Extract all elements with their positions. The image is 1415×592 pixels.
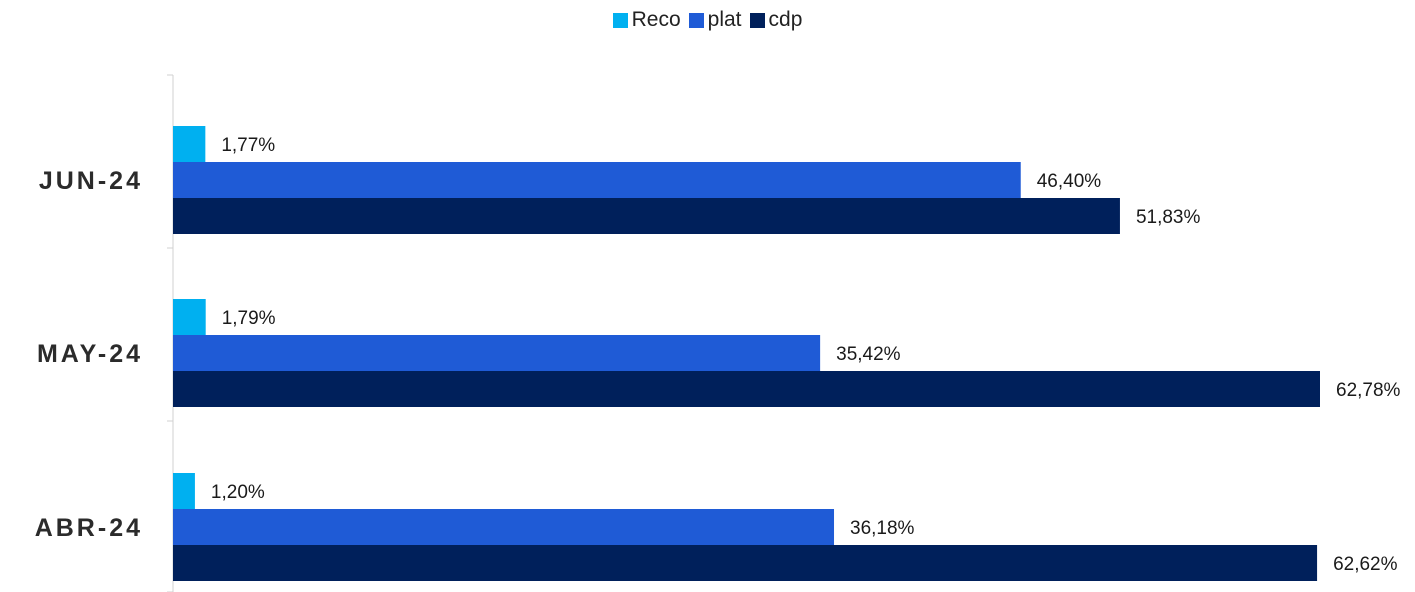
data-label: 46,40%	[1037, 171, 1102, 192]
bar-reco	[173, 126, 206, 162]
category-label: ABR-24	[35, 514, 143, 542]
legend-label-cdp: cdp	[768, 8, 803, 31]
legend-item-cdp: cdp	[749, 8, 803, 32]
bar-plat	[173, 509, 835, 545]
chart-legend: Reco plat cdp	[0, 8, 1415, 32]
bar-plat	[173, 335, 821, 371]
data-label: 1,77%	[221, 135, 275, 156]
category-label: JUN-24	[39, 167, 143, 195]
data-label: 1,20%	[211, 482, 265, 503]
data-label: 36,18%	[850, 518, 915, 539]
legend-swatch-plat	[688, 12, 704, 28]
legend-item-reco: Reco	[612, 8, 681, 32]
legend-swatch-reco	[612, 12, 628, 28]
data-label: 35,42%	[836, 344, 901, 365]
bar-cdp	[173, 198, 1120, 234]
legend-swatch-cdp	[749, 12, 765, 28]
bar-cdp	[173, 545, 1318, 581]
legend-item-plat: plat	[688, 8, 742, 32]
category-label: MAY-24	[37, 340, 143, 368]
bar-reco	[173, 473, 195, 509]
bar-plat	[173, 162, 1021, 198]
data-label: 51,83%	[1136, 207, 1201, 228]
data-label: 1,79%	[222, 308, 276, 329]
data-label: 62,62%	[1333, 554, 1398, 575]
bar-cdp	[173, 371, 1320, 407]
bar-reco	[173, 299, 206, 335]
data-label: 62,78%	[1336, 380, 1401, 401]
legend-label-plat: plat	[707, 8, 742, 31]
legend-label-reco: Reco	[631, 8, 681, 31]
